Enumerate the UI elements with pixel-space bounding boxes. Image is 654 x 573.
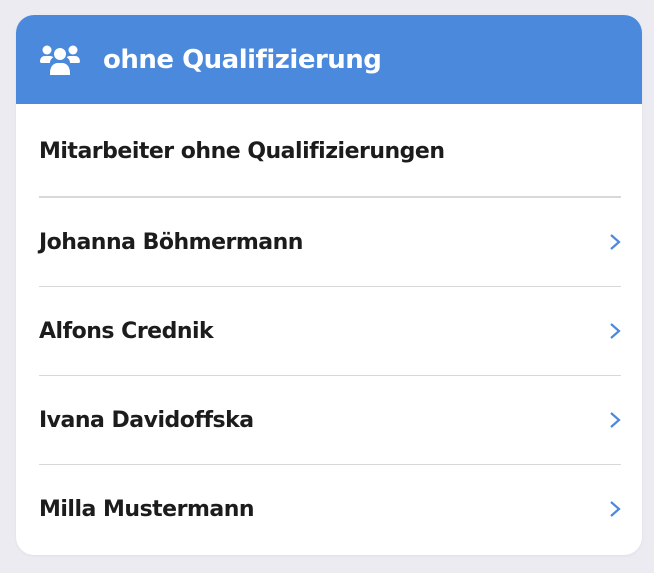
employee-name: Ivana Davidoffska xyxy=(39,407,254,433)
chevron-right-icon xyxy=(610,412,621,428)
section-title: Mitarbeiter ohne Qualifizierungen xyxy=(39,139,445,164)
card-title: ohne Qualifizierung xyxy=(103,44,382,75)
employee-name: Milla Mustermann xyxy=(39,496,255,522)
list-item[interactable]: Johanna Böhmermann xyxy=(39,196,621,286)
card-header: ohne Qualifizierung xyxy=(16,15,642,104)
chevron-right-icon xyxy=(610,323,621,339)
list-item[interactable]: Alfons Crednik xyxy=(39,286,621,375)
employee-list: Johanna Böhmermann Alfons Crednik Ivana … xyxy=(39,196,621,553)
chevron-right-icon xyxy=(610,234,621,250)
list-item[interactable]: Ivana Davidoffska xyxy=(39,375,621,464)
employee-name: Alfons Crednik xyxy=(39,318,214,344)
list-item[interactable]: Milla Mustermann xyxy=(39,464,621,553)
chevron-right-icon xyxy=(610,501,621,517)
card-no-qualification: ohne Qualifizierung Mitarbeiter ohne Qua… xyxy=(16,15,642,555)
employee-name: Johanna Böhmermann xyxy=(39,229,303,255)
users-icon xyxy=(40,45,80,75)
